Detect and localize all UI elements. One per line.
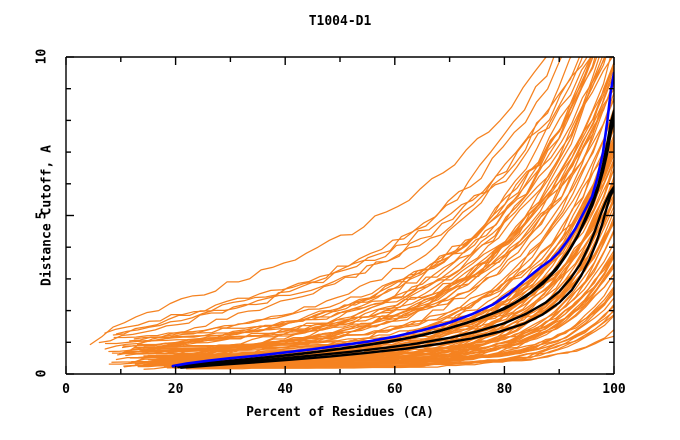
x-tick-label-60: 60: [386, 382, 403, 397]
series-reference-model-3: [177, 185, 614, 369]
axis-layer: [65, 56, 615, 375]
x-tick-label-0: 0: [62, 382, 70, 397]
x-tick-label-80: 80: [496, 382, 513, 397]
reference-series-layer: [171, 109, 614, 369]
x-axis-label: Percent of Residues (CA): [246, 405, 434, 420]
x-tick-label-100: 100: [602, 382, 626, 397]
highlight-series-layer: [171, 71, 614, 368]
y-tick-label-0: 0: [34, 369, 50, 378]
series-highlighted-prediction: [171, 71, 614, 368]
y-tick-label-5: 5: [34, 211, 50, 219]
y-tick-label-10: 10: [34, 48, 50, 65]
series-reference-model-4: [179, 187, 614, 369]
x-tick-label-40: 40: [277, 382, 294, 397]
series-reference-model-2: [173, 117, 614, 367]
x-tick-label-20: 20: [167, 382, 184, 397]
chart-title: T1004-D1: [308, 14, 372, 29]
